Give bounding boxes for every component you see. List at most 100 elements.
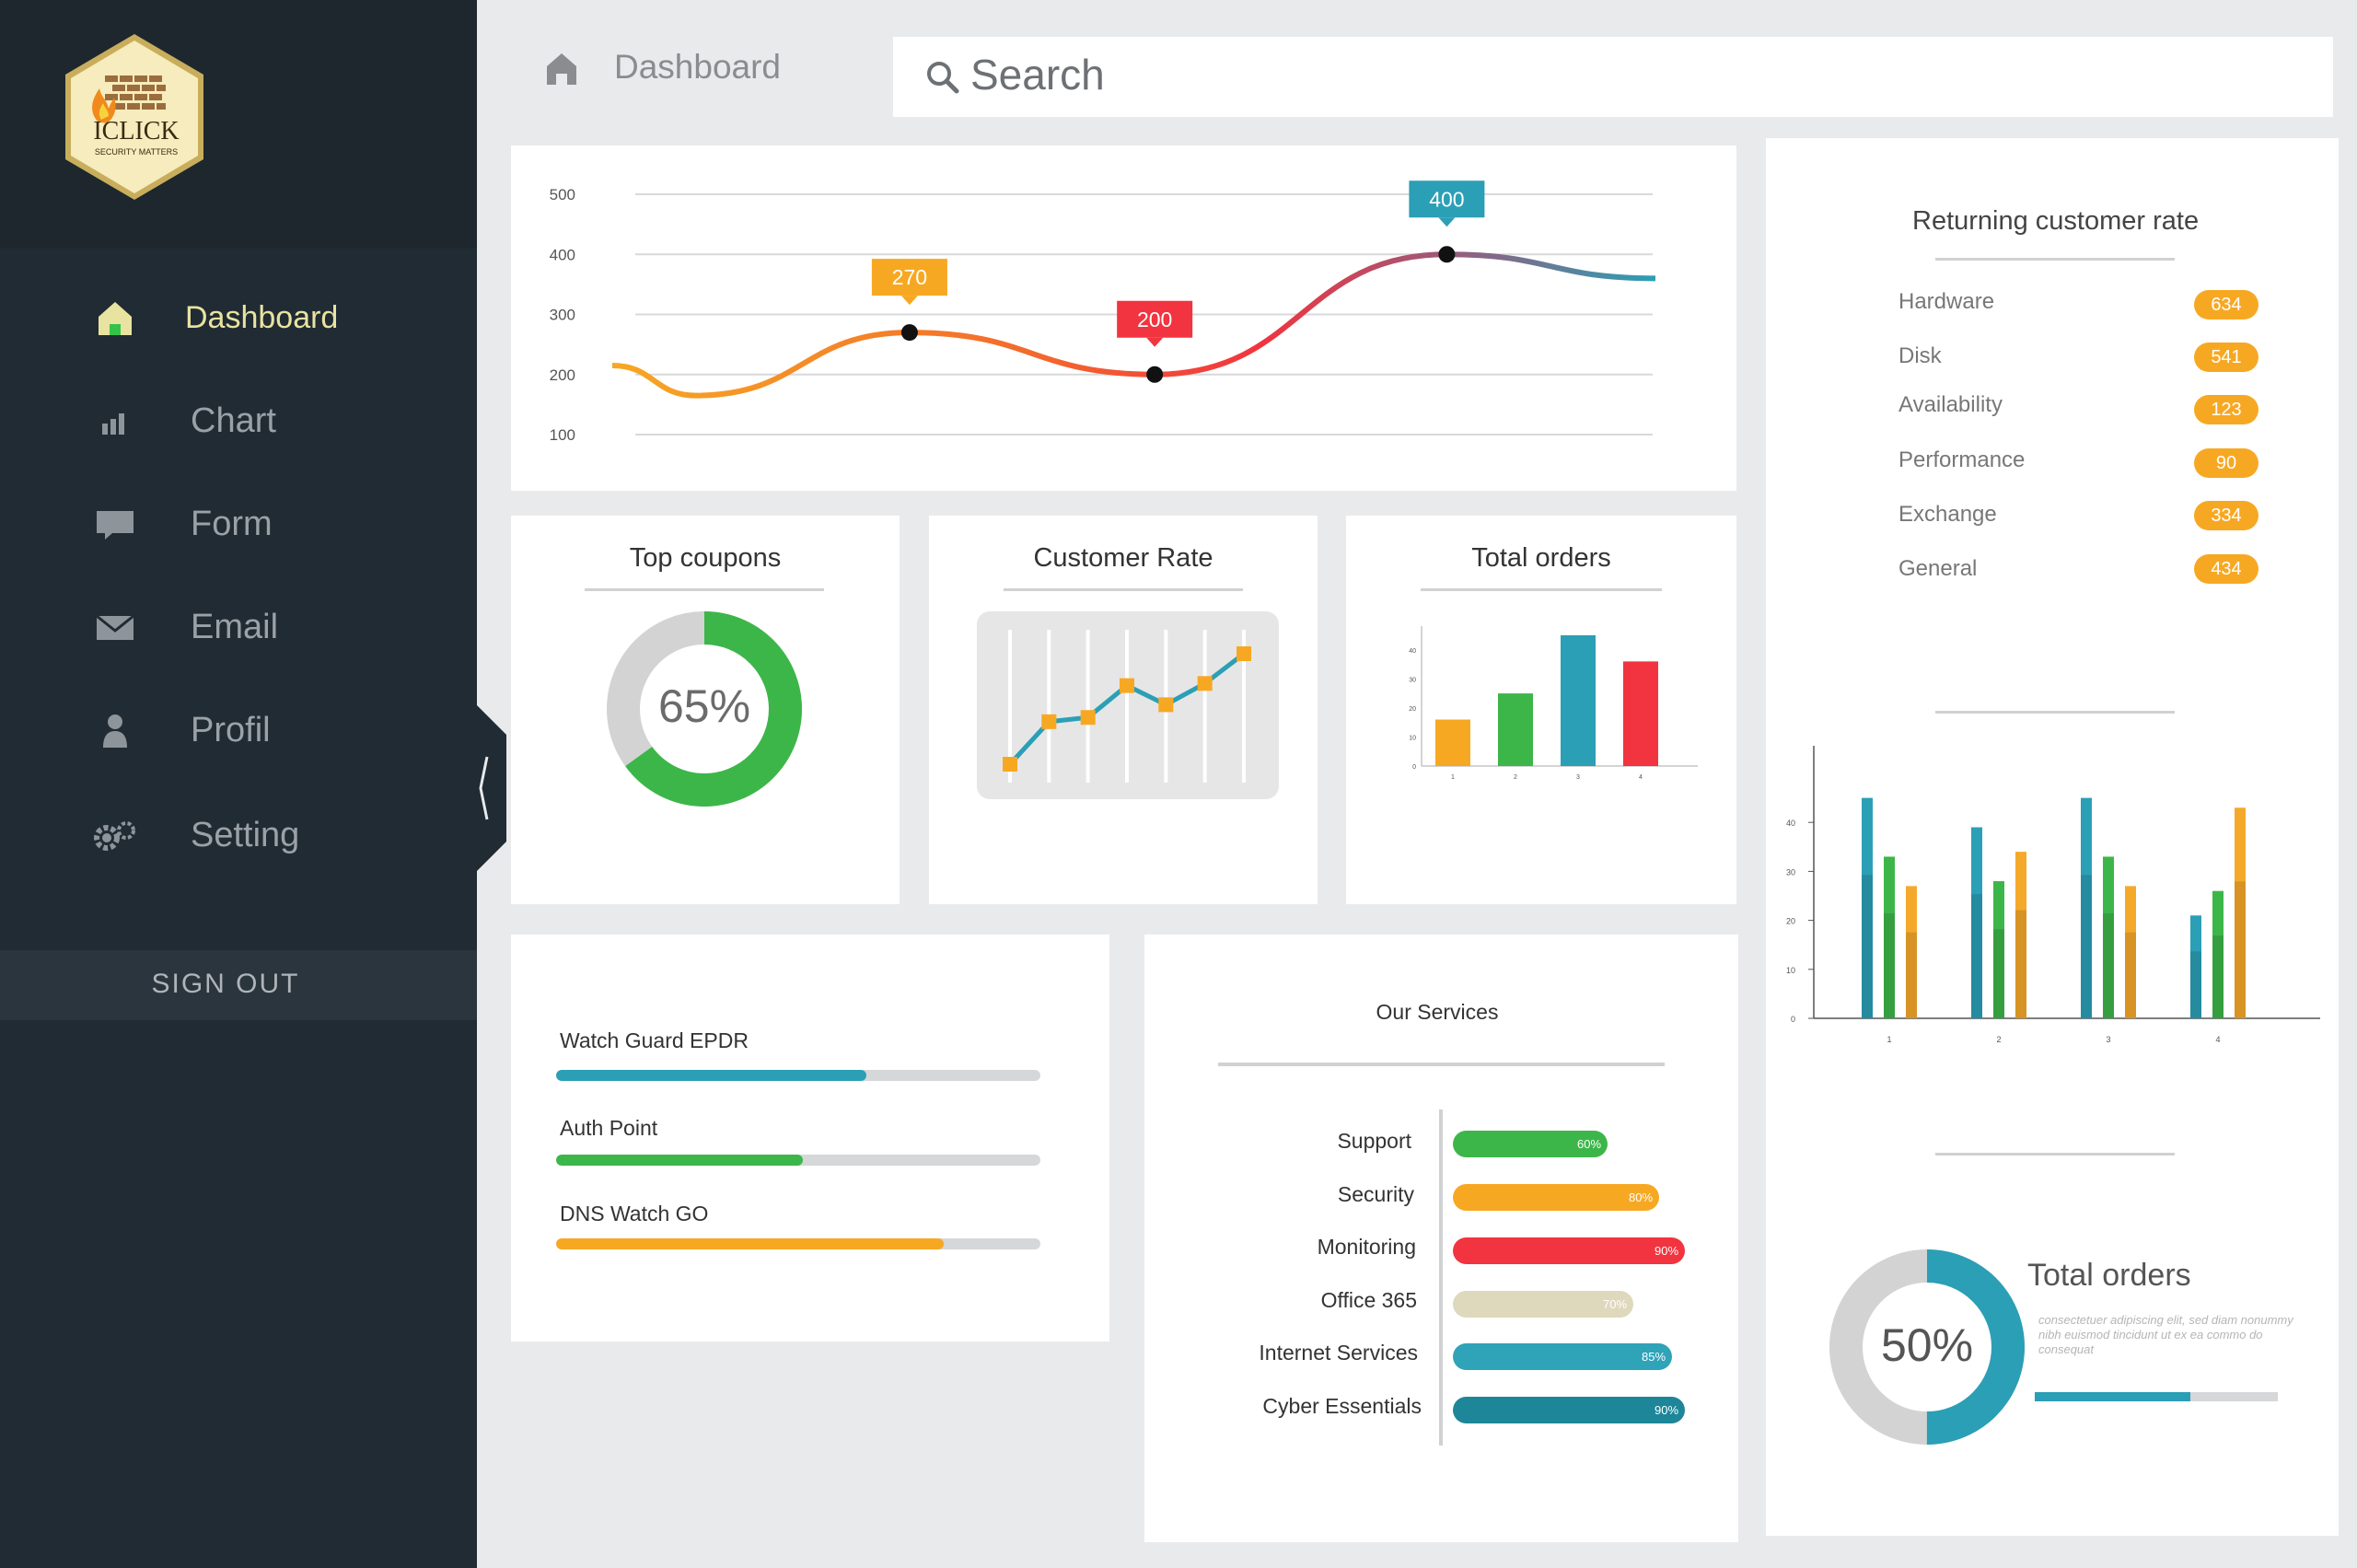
y-tick-label: 20 [1786,917,1795,926]
returning-title: Returning customer rate [1912,206,2200,236]
data-label-pointer [1438,217,1456,227]
y-tick-label: 40 [1786,819,1795,828]
bar-shade [2081,875,2092,1018]
card-title: Customer Rate [1033,543,1213,573]
gears-icon [94,821,135,851]
divider [1935,1153,2175,1156]
returning-badge: 434 [2194,554,2258,584]
service-label: Cyber Essentials [1262,1394,1422,1418]
bar [1561,635,1596,766]
sidebar-item-form[interactable]: Form [0,482,477,565]
total-orders-card: Total orders 40 30 20 10 0 1 2 3 4 [1346,516,1736,904]
bar [2190,915,2201,1018]
donut-value-arc [1829,1249,2025,1445]
returning-label: Hardware [1898,289,1995,314]
service-label: Support [1337,1129,1411,1153]
rate-point [1003,757,1017,772]
service-bar: 70% [1453,1291,1633,1318]
returning-label: Exchange [1898,502,1997,527]
sign-out-button[interactable]: SIGN OUT [0,950,477,1020]
bar-shade [1884,912,1895,1018]
y-tick-label: 30 [1409,677,1416,683]
bar [1971,827,1982,1018]
service-pct: 85% [1641,1350,1666,1364]
rate-point [1080,710,1096,726]
sidebar-item-setting[interactable]: Setting [0,794,477,877]
sidebar-item-label: Dashboard [185,300,339,335]
sidebar-item-label: Setting [191,816,300,854]
y-tick-label: 500 [550,186,575,203]
service-pct: 90% [1654,1244,1679,1258]
y-tick-label: 400 [550,246,575,263]
returning-badge: 634 [2194,290,2258,319]
sidebar-item-email[interactable]: Email [0,586,477,668]
progress-label: Auth Point [560,1116,658,1140]
sidebar-item-label: Profil [191,711,271,749]
sidebar-item-profil[interactable]: Profil [0,689,477,772]
data-label-box [1117,300,1193,338]
breadcrumb-dashboard[interactable]: Dashboard [614,48,782,86]
sidebar-item-dashboard[interactable]: Dashboard [0,276,477,359]
y-tick-label: 30 [1786,867,1795,877]
y-tick-label: 200 [550,366,575,384]
y-tick-label: 100 [550,426,575,444]
service-bar: 85% [1453,1343,1672,1370]
total-orders-description: consectetuer adipiscing elit, sed diam n… [2038,1313,2293,1356]
service-bar: 60% [1453,1131,1608,1157]
data-label-box [871,259,947,296]
home-breadcrumb-icon[interactable] [543,50,580,87]
bar-shade [2015,910,2026,1018]
bar [1623,661,1658,766]
bar-shade [2190,951,2201,1018]
y-tick-label: 40 [1409,648,1416,655]
x-tick-label: 3 [1576,774,1580,781]
bar [1498,693,1533,766]
bar [2081,797,2092,1018]
data-label-box [1409,180,1485,218]
grouped-bar-chart: 40 30 20 10 0 1 2 3 4 [1786,746,2320,1044]
y-tick-label: 20 [1409,706,1416,713]
x-tick-label: 2 [1996,1035,2001,1044]
service-label: Office 365 [1320,1288,1417,1312]
x-tick-label: 1 [1887,1035,1891,1044]
rate-point [1158,697,1174,713]
divider [1935,711,2175,714]
search-input[interactable]: Search [970,51,1105,99]
sidebar-item-chart[interactable]: Chart [0,379,477,462]
x-tick-label: 1 [1451,774,1455,781]
y-tick-label: 0 [1791,1015,1795,1024]
sidebar-item-label: Chart [191,401,276,440]
progress-track [556,1155,1040,1166]
donut-value-arc [607,611,802,807]
returning-badge: 334 [2194,501,2258,530]
divider [1004,588,1243,591]
progress-track [556,1070,1040,1081]
data-point [900,324,918,342]
service-pct: 60% [1576,1137,1602,1151]
search-bar[interactable]: Search [893,37,2333,117]
bar [2015,852,2026,1018]
bar-shade [2125,932,2136,1018]
total-orders-progress-fill [2035,1392,2190,1401]
bar [1435,719,1470,766]
chevron-left-icon [479,756,489,820]
brand-tagline: SECURITY MATTERS [95,147,178,157]
collapse-sidebar-toggle[interactable] [475,703,506,873]
bar [1884,856,1895,1018]
data-label-pointer [900,296,918,306]
progress-label: Watch Guard EPDR [560,1028,749,1052]
service-pct: 80% [1628,1191,1654,1204]
customer-rate-card: Customer Rate [929,516,1318,904]
progress-label: DNS Watch GO [560,1202,709,1225]
bar [2125,886,2136,1018]
divider [585,588,824,591]
bar [1993,881,2004,1018]
coupon-donut-chart [607,611,802,807]
iclick-logo[interactable]: ICLICK SECURITY MATTERS [61,31,208,203]
top-coupons-card: Top coupons 65% [511,516,900,904]
returning-label: General [1898,556,1978,581]
progress-fill [556,1155,804,1166]
rate-point [1120,678,1134,693]
bar [2103,856,2114,1018]
comment-icon [97,511,134,540]
